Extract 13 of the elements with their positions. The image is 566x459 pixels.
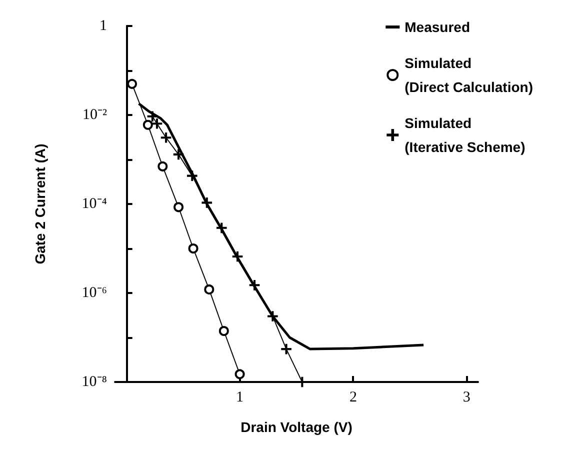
legend-label: Simulated (Iterative Scheme) [404, 115, 526, 155]
y-tick-label: 1 [100, 18, 107, 34]
x-axis-title: Drain Voltage (V) [240, 419, 352, 435]
x-tick-label: 3 [462, 390, 470, 406]
y-tick-label: 10⁻² [82, 107, 108, 123]
x-tick-label: 1 [236, 390, 244, 406]
y-tick-label: 10⁻⁸ [82, 374, 107, 390]
y-tick-label: 10⁻⁴ [82, 196, 107, 212]
legend-label: Measured [404, 19, 470, 35]
legend-label: Simulated (Direct Calculation) [404, 55, 534, 95]
y-axis-title: Gate 2 Current (A) [32, 144, 48, 264]
x-tick-label: 2 [349, 390, 357, 406]
y-tick-label: 10⁻⁶ [82, 285, 107, 301]
